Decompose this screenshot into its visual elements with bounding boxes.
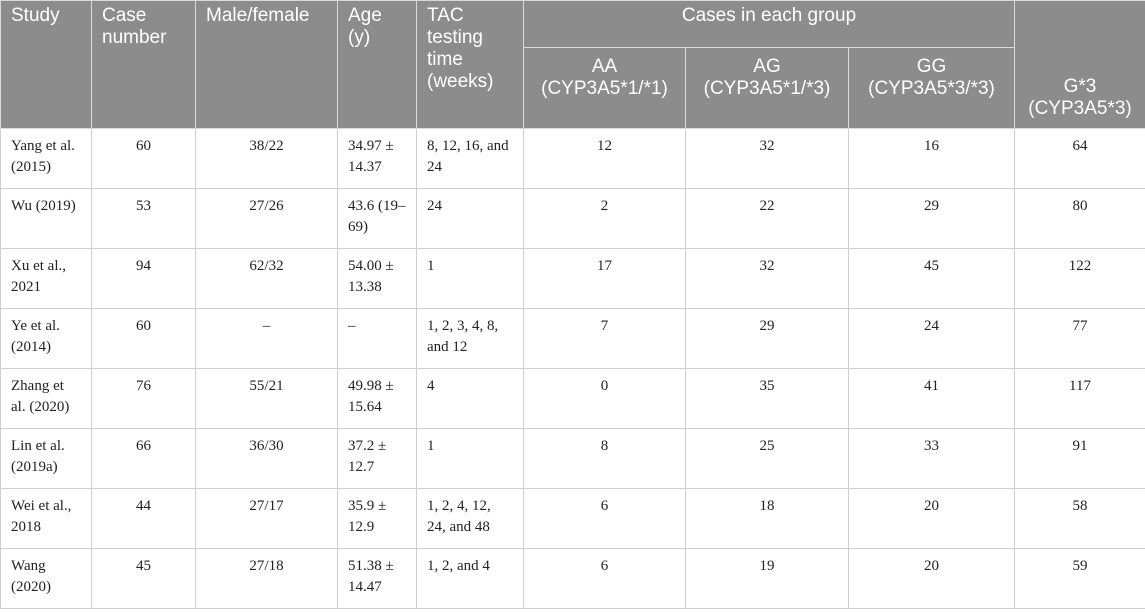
cell-tac-testing-time: 8, 12, 16, and 24 (416, 128, 524, 189)
cell-gg: 20 (848, 488, 1015, 549)
header-age: Age (y) (337, 0, 417, 129)
header-study: Study (0, 0, 92, 129)
cell-study: Lin et al. (2019a) (0, 428, 92, 489)
cell-male-female: – (195, 308, 338, 369)
cell-study: Wang (2020) (0, 548, 92, 609)
table-header: Study Case number Male/female Age (y) TA… (0, 0, 1145, 129)
cell-age: – (337, 308, 417, 369)
cell-g3: 77 (1014, 308, 1145, 369)
header-cases-in-each-group: Cases in each group (523, 0, 1015, 48)
table-row: Yang et al. (2015) 60 38/22 34.97 ± 14.37 8,… (0, 128, 1145, 189)
cell-aa: 12 (523, 128, 686, 189)
cell-gg: 33 (848, 428, 1015, 489)
cell-ag: 19 (685, 548, 849, 609)
cell-tac-testing-time: 24 (416, 188, 524, 249)
table-row: Ye et al. (2014) 60– –1, 2, 3, 4, 8, and 1… (0, 308, 1145, 369)
cell-ag: 32 (685, 128, 849, 189)
cell-age: 37.2 ± 12.7 (337, 428, 417, 489)
cell-tac-testing-time: 1, 2, 3, 4, 8, and 12 (416, 308, 524, 369)
cell-aa: 6 (523, 488, 686, 549)
cell-tac-testing-time: 1, 2, and 4 (416, 548, 524, 609)
cell-age: 43.6 (19–69) (337, 188, 417, 249)
cell-g3: 64 (1014, 128, 1145, 189)
cell-age: 35.9 ± 12.9 (337, 488, 417, 549)
header-ag: AG (CYP3A5*1/*3) (685, 47, 849, 129)
cell-male-female: 27/17 (195, 488, 338, 549)
cell-gg: 45 (848, 248, 1015, 309)
table-body: Yang et al. (2015) 60 38/22 34.97 ± 14.37 8,… (0, 128, 1145, 609)
table-row: Wang (2020) 45 27/18 51.38 ± 14.47 1, 2, and… (0, 548, 1145, 609)
cell-gg: 20 (848, 548, 1015, 609)
cell-study: Wu (2019) (0, 188, 92, 249)
cell-case-number: 45 (91, 548, 196, 609)
cell-case-number: 94 (91, 248, 196, 309)
cell-age: 54.00 ± 13.38 (337, 248, 417, 309)
header-gg: GG (CYP3A5*3/*3) (848, 47, 1015, 129)
cell-ag: 29 (685, 308, 849, 369)
cell-study: Ye et al. (2014) (0, 308, 92, 369)
cell-g3: 59 (1014, 548, 1145, 609)
header-male-female: Male/female (195, 0, 338, 129)
header-g3: G*3 (CYP3A5*3) (1014, 0, 1145, 129)
table-row: Lin et al. (2019a) 66 36/30 37.2 ± 12.7 1 8 25… (0, 428, 1145, 489)
table-row: Xu et al., 2021 94 62/32 54.00 ± 13.38 1 17 32… (0, 248, 1145, 309)
cell-tac-testing-time: 1 (416, 428, 524, 489)
cell-gg: 41 (848, 368, 1015, 429)
cell-male-female: 27/26 (195, 188, 338, 249)
table-row: Zhang et al. (2020) 76 55/21 49.98 ± 15.64 4… (0, 368, 1145, 429)
cell-ag: 25 (685, 428, 849, 489)
cell-tac-testing-time: 1 (416, 248, 524, 309)
cell-g3: 91 (1014, 428, 1145, 489)
cell-case-number: 76 (91, 368, 196, 429)
cell-case-number: 60 (91, 308, 196, 369)
cell-case-number: 66 (91, 428, 196, 489)
cell-age: 34.97 ± 14.37 (337, 128, 417, 189)
cell-study: Yang et al. (2015) (0, 128, 92, 189)
cell-aa: 6 (523, 548, 686, 609)
cell-male-female: 55/21 (195, 368, 338, 429)
cell-male-female: 62/32 (195, 248, 338, 309)
cell-case-number: 44 (91, 488, 196, 549)
cell-ag: 22 (685, 188, 849, 249)
header-tac-testing-time: TAC testing time (weeks) (416, 0, 524, 129)
cell-male-female: 38/22 (195, 128, 338, 189)
cell-g3: 58 (1014, 488, 1145, 549)
cell-g3: 122 (1014, 248, 1145, 309)
table-row: Wei et al., 2018 44 27/17 35.9 ± 12.9 1, 2, … (0, 488, 1145, 549)
cell-case-number: 60 (91, 128, 196, 189)
cell-case-number: 53 (91, 188, 196, 249)
cell-g3: 80 (1014, 188, 1145, 249)
cell-study: Wei et al., 2018 (0, 488, 92, 549)
header-case-number: Case number (91, 0, 196, 129)
cell-study: Xu et al., 2021 (0, 248, 92, 309)
cell-gg: 24 (848, 308, 1015, 369)
cell-tac-testing-time: 4 (416, 368, 524, 429)
cell-aa: 2 (523, 188, 686, 249)
cell-aa: 8 (523, 428, 686, 489)
cell-tac-testing-time: 1, 2, 4, 12, 24, and 48 (416, 488, 524, 549)
cell-age: 51.38 ± 14.47 (337, 548, 417, 609)
cell-ag: 18 (685, 488, 849, 549)
cell-ag: 35 (685, 368, 849, 429)
header-aa: AA (CYP3A5*1/*1) (523, 47, 686, 129)
cell-age: 49.98 ± 15.64 (337, 368, 417, 429)
cell-male-female: 27/18 (195, 548, 338, 609)
cell-ag: 32 (685, 248, 849, 309)
cell-gg: 29 (848, 188, 1015, 249)
cell-g3: 117 (1014, 368, 1145, 429)
cell-male-female: 36/30 (195, 428, 338, 489)
cell-aa: 7 (523, 308, 686, 369)
cell-aa: 0 (523, 368, 686, 429)
cell-study: Zhang et al. (2020) (0, 368, 92, 429)
cell-aa: 17 (523, 248, 686, 309)
table-row: Wu (2019) 53 27/26 43.6 (19–69) 24 2 22 29 80 (0, 188, 1145, 249)
cell-gg: 16 (848, 128, 1015, 189)
